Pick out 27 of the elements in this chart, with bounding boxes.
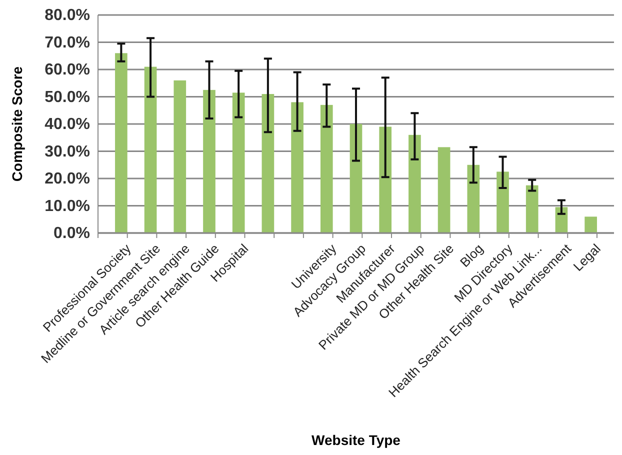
x-axis-title: Website Type <box>312 432 401 448</box>
bar <box>350 124 362 233</box>
bar <box>526 185 538 233</box>
bar <box>320 104 333 233</box>
bar <box>144 66 157 233</box>
y-tick-label: 10.0% <box>44 198 90 215</box>
y-tick-label: 40.0% <box>44 116 90 134</box>
bar <box>584 216 597 233</box>
bar <box>262 94 274 233</box>
y-axis-title: Composite Score <box>9 66 25 182</box>
y-tick-label: 70.0% <box>44 34 90 52</box>
bar <box>115 53 128 233</box>
y-tick-label: 20.0% <box>44 170 90 188</box>
bar <box>496 172 509 233</box>
bar <box>174 80 186 233</box>
bar <box>408 134 421 233</box>
bar <box>438 147 450 233</box>
y-tick-label: 50.0% <box>44 88 90 106</box>
bar <box>203 90 216 233</box>
bar <box>379 126 392 233</box>
y-tick-label: 60.0% <box>44 62 90 79</box>
bar <box>291 102 304 233</box>
bar <box>467 164 480 233</box>
y-tick-label: 0.0% <box>54 225 90 242</box>
bar <box>232 92 245 233</box>
y-tick-label: 30.0% <box>44 143 90 160</box>
y-tick-label: 80.0% <box>44 7 90 24</box>
